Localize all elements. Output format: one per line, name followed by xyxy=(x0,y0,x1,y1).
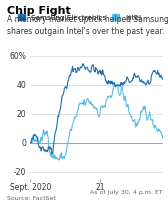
Legend: Samsung Electronics, Intel: Samsung Electronics, Intel xyxy=(18,14,141,21)
Text: Chip Fight: Chip Fight xyxy=(7,6,70,16)
Text: A memory-market uptick helped Samsung's
shares outgain Intel's over the past yea: A memory-market uptick helped Samsung's … xyxy=(7,15,168,36)
Text: As of July 30, 4 p.m. ET: As of July 30, 4 p.m. ET xyxy=(90,190,163,195)
Text: Source: FactSet: Source: FactSet xyxy=(7,196,56,201)
